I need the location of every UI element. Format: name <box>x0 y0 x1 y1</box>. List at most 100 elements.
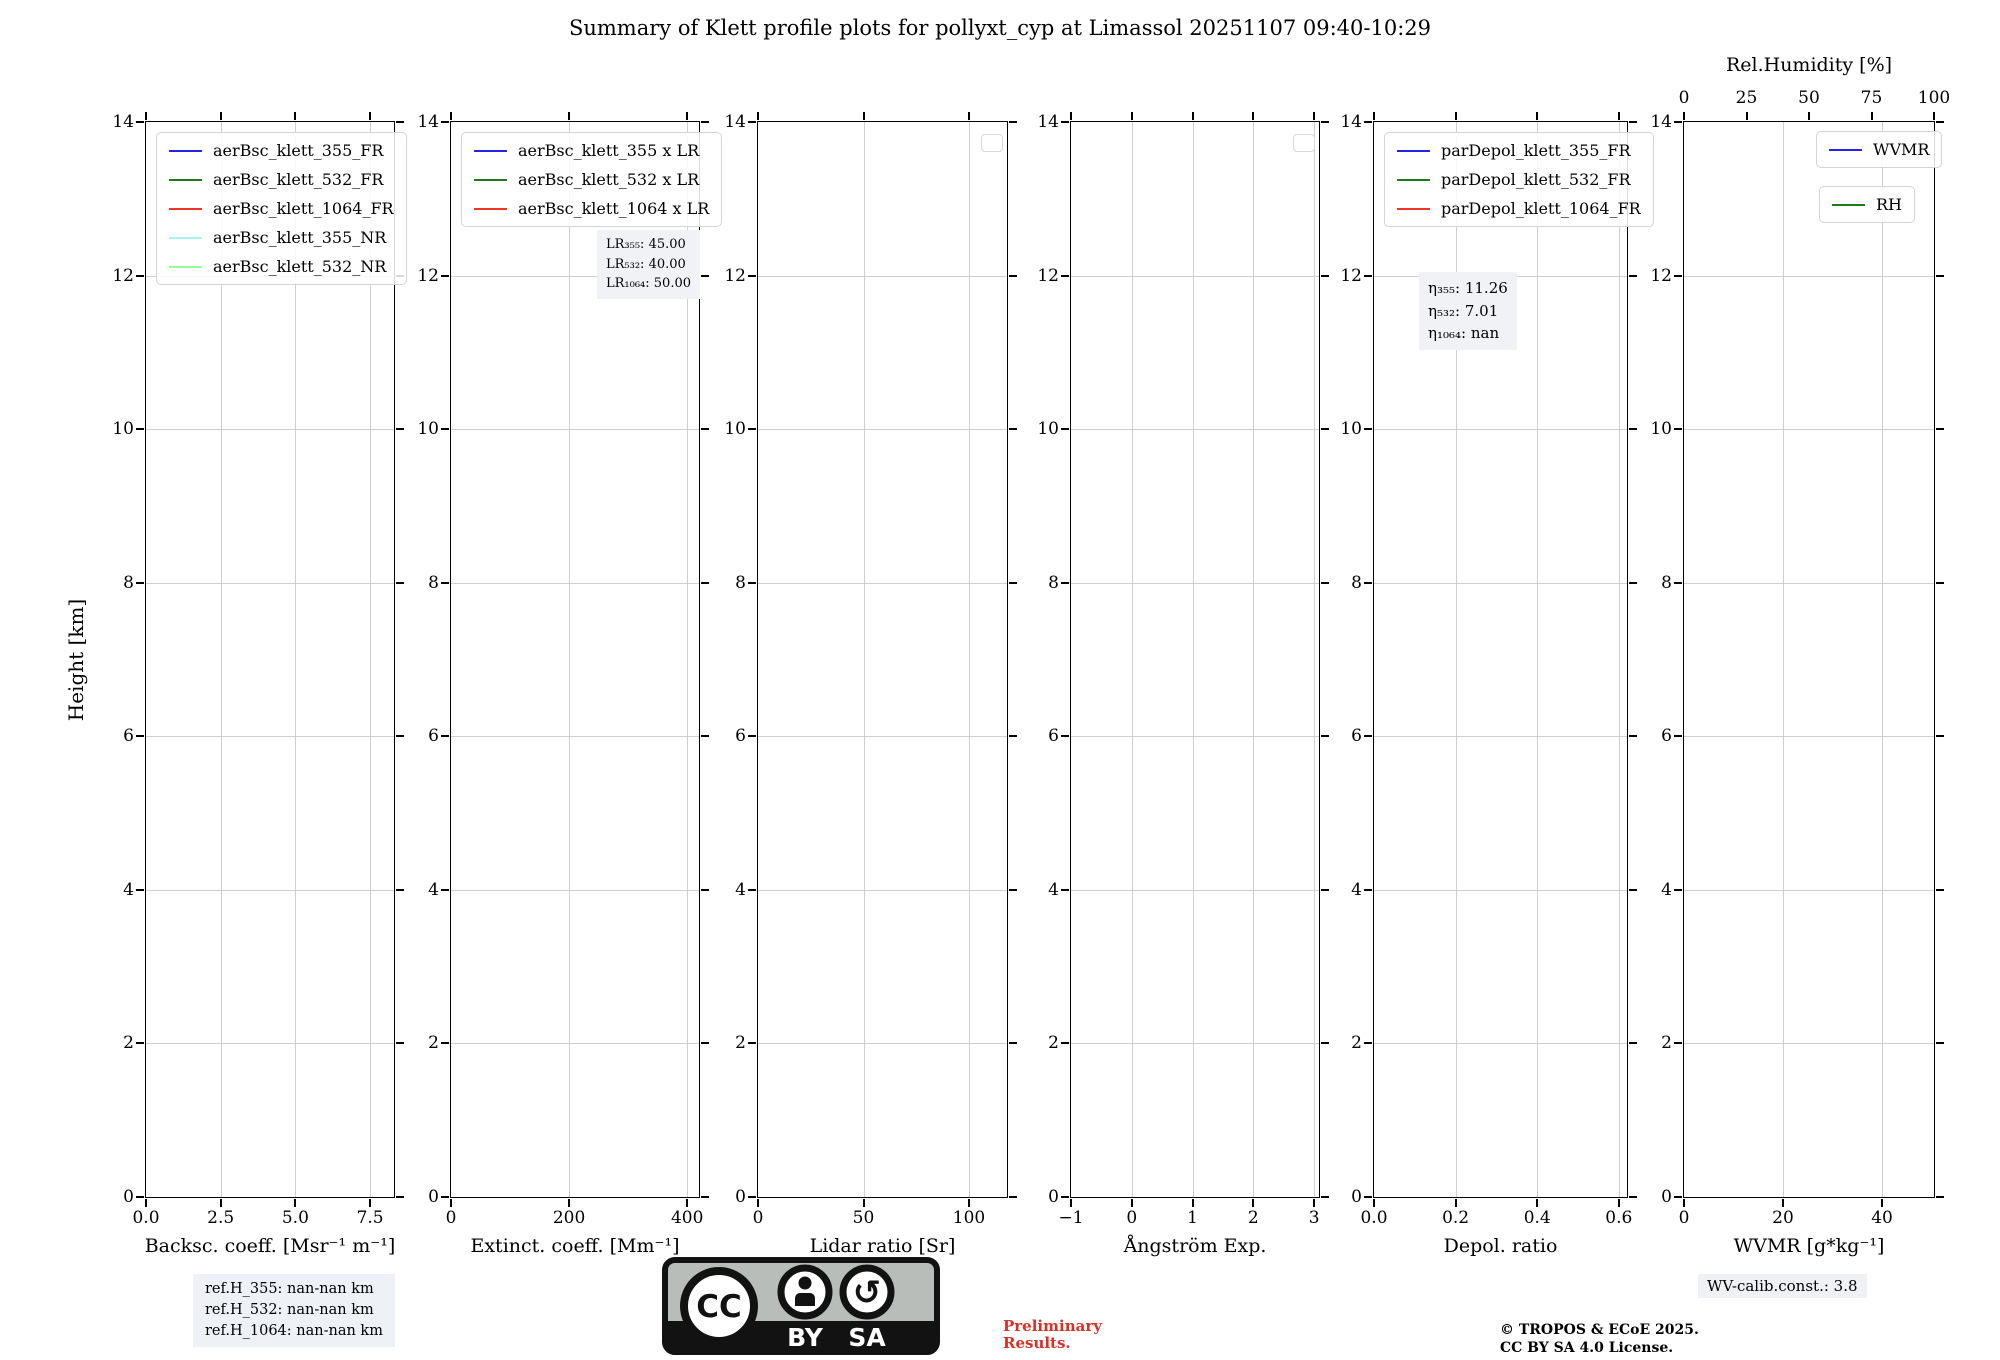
x-tick-label: 2 <box>1247 1208 1259 1228</box>
panel-extinction: 0 200 400 0 2 4 6 8 10 12 14 Extinct. coeff. [Mm⁻¹]… <box>417 112 723 1257</box>
y-tick-label: 4 <box>123 879 134 900</box>
y-tick <box>1936 581 1944 584</box>
gridline-vertical <box>220 122 222 1197</box>
legend-line-sample <box>1832 203 1865 206</box>
empty-legend <box>981 134 1003 152</box>
y-tick-label: 0 <box>428 1187 439 1207</box>
y-tick <box>1629 888 1637 891</box>
annotation-line: LR₃₅₅: 45.00 <box>606 237 686 252</box>
y-tick <box>1674 735 1682 738</box>
y-tick <box>396 581 404 584</box>
gridline-horizontal <box>758 275 1007 277</box>
y-tick <box>1321 581 1329 584</box>
sa-text: SA <box>848 1323 886 1352</box>
y-tick <box>441 581 449 584</box>
y-tick <box>1321 428 1329 431</box>
legend-entry: parDepol_klett_1064_FR <box>1397 199 1641 218</box>
y-tick <box>1674 428 1682 431</box>
y-tick <box>1364 274 1372 277</box>
x-tick <box>145 1199 147 1207</box>
y-tick <box>1321 121 1329 123</box>
y-tick-label: 0 <box>123 1187 134 1207</box>
gridline-horizontal <box>758 736 1007 738</box>
y-tick <box>1629 1196 1637 1198</box>
preliminary-line: Results. <box>1003 1334 1071 1353</box>
y-tick-label: 6 <box>1048 726 1059 747</box>
gridline-horizontal <box>1684 429 1934 431</box>
x-tick <box>1070 112 1072 120</box>
y-tick <box>136 1196 144 1198</box>
y-tick-label: 0 <box>735 1187 746 1207</box>
x-tick <box>1536 1199 1539 1207</box>
annotation-line: η₁₀₆₄: nan <box>1428 324 1500 342</box>
y-tick <box>1629 274 1637 277</box>
gridline-vertical <box>370 122 372 1197</box>
gridline-horizontal <box>451 1043 699 1045</box>
annotation: η₃₅₅: 11.26 η₅₃₂: 7.01 η₁₀₆₄: nan <box>1419 272 1517 350</box>
y-tick-label: 12 <box>1340 265 1362 286</box>
legend: RH <box>1819 186 1915 223</box>
x-tick <box>1373 1199 1375 1207</box>
y-tick <box>396 888 404 891</box>
y-tick-label: 10 <box>112 419 134 440</box>
y-tick <box>701 888 709 891</box>
y-tick <box>136 274 144 277</box>
copyright-line: CC BY SA 4.0 License. <box>1500 1339 1674 1356</box>
y-tick-label: 6 <box>123 726 134 747</box>
legend-entry: aerBsc_klett_355_NR <box>169 228 394 247</box>
y-tick <box>748 581 756 584</box>
y-tick-label: 8 <box>428 572 439 593</box>
y-tick <box>1009 735 1017 738</box>
x-tick <box>1454 112 1457 120</box>
gridline-horizontal <box>1071 275 1319 277</box>
y-tick <box>1061 428 1069 431</box>
y-tick <box>748 428 756 431</box>
annotation: LR₃₅₅: 45.00 LR₅₃₂: 40.00 LR₁₀₆₄: 50.00 <box>597 230 700 299</box>
gridline-horizontal <box>1684 1043 1934 1045</box>
y-tick <box>748 121 756 123</box>
gridline-horizontal <box>1684 889 1934 891</box>
y-tick-label: 8 <box>123 572 134 593</box>
y-tick-label: 8 <box>735 572 746 593</box>
top-axis-tick-label: 0 <box>1678 88 1690 108</box>
gridline-vertical <box>1882 122 1884 1197</box>
x-tick <box>968 112 971 120</box>
legend-entry: RH <box>1832 195 1902 214</box>
x-tick <box>1191 112 1194 120</box>
y-tick <box>1061 735 1069 738</box>
x-tick-label: 0 <box>752 1208 764 1228</box>
y-tick-label: 6 <box>735 726 746 747</box>
gridline-horizontal <box>451 736 699 738</box>
cc-text: CC <box>696 1289 742 1325</box>
preliminary-line: Preliminary <box>1003 1317 1102 1335</box>
y-tick-label: 2 <box>1661 1033 1672 1054</box>
y-tick <box>396 428 404 431</box>
y-tick <box>1936 274 1944 277</box>
x-tick <box>219 112 222 120</box>
y-tick-label: 2 <box>1351 1033 1362 1054</box>
y-tick <box>396 121 404 123</box>
y-tick <box>701 1196 709 1198</box>
x-axis-label: Depol. ratio <box>1443 1235 1558 1257</box>
x-tick-label: 1 <box>1187 1208 1198 1228</box>
y-tick <box>136 735 144 738</box>
gridline-vertical <box>1537 122 1539 1197</box>
annotation-line: ref.H_355: nan-nan km <box>205 1281 374 1297</box>
person-icon <box>798 1276 812 1290</box>
x-axis-label: Lidar ratio [Sr] <box>809 1235 956 1257</box>
panel-backscatter: 0.0 2.5 5.0 7.5 0 2 4 6 8 10 12 14 Backsc. coeff. [M… <box>112 112 407 1257</box>
x-tick <box>568 1199 571 1207</box>
y-tick-label: 2 <box>1048 1033 1059 1054</box>
gridline-horizontal <box>1071 736 1319 738</box>
top-axis-tick <box>1808 112 1810 120</box>
legend-line-sample <box>474 149 507 152</box>
x-tick <box>862 112 865 120</box>
y-tick <box>1321 274 1329 277</box>
gridline-horizontal <box>146 429 394 431</box>
top-axis-tick <box>1933 112 1935 120</box>
x-tick <box>757 112 759 120</box>
top-axis-tick-label: 75 <box>1860 88 1883 108</box>
y-tick <box>748 735 756 738</box>
y-tick-label: 2 <box>123 1033 134 1054</box>
legend-label: aerBsc_klett_355 x LR <box>518 141 700 160</box>
